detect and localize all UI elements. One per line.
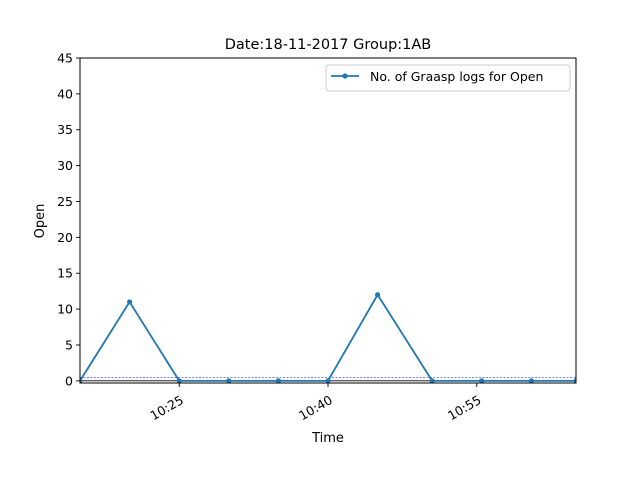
y-tick-label: 15 — [57, 266, 73, 281]
data-point-7 — [429, 378, 435, 383]
y-axis: 0 5 10 15 20 25 30 35 40 45 — [57, 51, 80, 388]
y-tick-label: 25 — [57, 194, 73, 209]
data-point-8 — [479, 378, 485, 383]
legend-entry: No. of Graasp logs for Open — [370, 69, 543, 84]
series-layer — [80, 292, 576, 383]
y-tick-label: 45 — [57, 51, 73, 66]
data-point-3 — [226, 378, 232, 383]
y-tick-label: 40 — [57, 86, 73, 101]
data-point-10 — [573, 378, 576, 383]
data-point-1 — [127, 299, 133, 305]
data-point-4 — [275, 378, 281, 383]
legend: No. of Graasp logs for Open — [325, 64, 571, 92]
legend-marker — [342, 73, 348, 79]
data-point-9 — [528, 378, 534, 383]
data-point-6 — [375, 292, 381, 298]
y-tick-label: 20 — [57, 230, 73, 245]
legend-box — [325, 64, 571, 92]
y-tick-label: 5 — [65, 337, 73, 352]
y-tick-label: 35 — [57, 122, 73, 137]
data-point-5 — [325, 378, 331, 383]
data-point-2 — [176, 378, 182, 383]
x-axis-label: Time — [311, 431, 344, 446]
y-tick-label: 0 — [65, 373, 73, 388]
y-tick-label: 30 — [57, 158, 73, 173]
y-tick-label: 10 — [57, 302, 73, 317]
data-point-0 — [80, 378, 83, 383]
y-axis-label: Open — [33, 204, 48, 239]
chart-title: Date:18-11-2017 Group:1AB — [225, 37, 432, 53]
